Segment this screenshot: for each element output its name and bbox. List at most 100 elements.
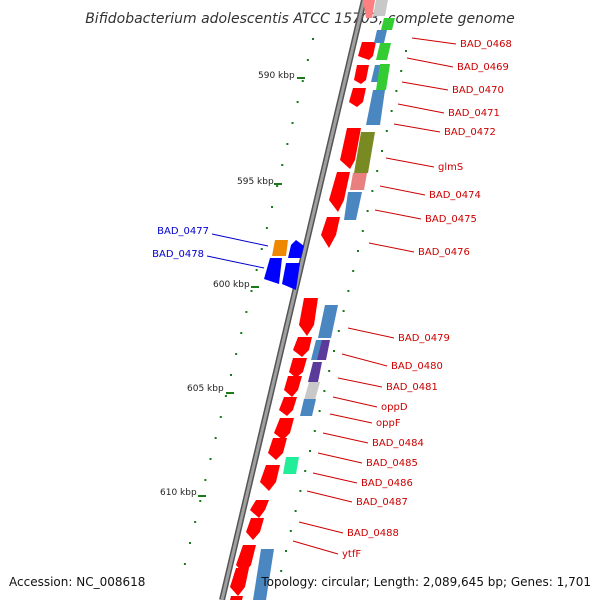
tick-dot xyxy=(291,122,294,124)
tick-dot xyxy=(313,430,316,432)
forward-gene-arrow[interactable] xyxy=(354,65,369,84)
gene-label[interactable]: BAD_0488 xyxy=(347,528,399,539)
leader-line xyxy=(374,209,422,220)
leader-line xyxy=(312,472,358,484)
forward-gene-arrow[interactable] xyxy=(236,545,256,574)
tick-dot xyxy=(304,470,307,472)
gene-label[interactable]: ytfF xyxy=(342,549,361,560)
tick-dot xyxy=(318,410,321,412)
tick-dot xyxy=(299,490,302,492)
gene-label[interactable]: BAD_0480 xyxy=(391,361,443,372)
reverse-gene-arrow[interactable] xyxy=(264,258,282,284)
reverse-gene-arrow[interactable] xyxy=(288,240,304,258)
leader-line xyxy=(211,233,269,247)
forward-gene-arrow[interactable] xyxy=(340,128,361,169)
cog-block[interactable] xyxy=(376,43,391,60)
gene-label[interactable]: BAD_0470 xyxy=(452,85,504,96)
gene-label[interactable]: BAD_0475 xyxy=(425,214,477,225)
gene-label[interactable]: BAD_0478 xyxy=(152,249,204,260)
tick-dot xyxy=(376,170,379,172)
forward-gene-arrow[interactable] xyxy=(230,568,249,596)
forward-gene-arrow[interactable] xyxy=(299,298,318,336)
forward-gene-arrow[interactable] xyxy=(358,42,376,60)
cog-block[interactable] xyxy=(344,192,362,220)
leader-line xyxy=(332,396,378,408)
tick-dot xyxy=(306,59,309,61)
forward-gene-arrow[interactable] xyxy=(329,172,350,212)
forward-gene-arrow[interactable] xyxy=(274,418,294,440)
tick-dot xyxy=(328,370,331,372)
gene-label[interactable]: glmS xyxy=(438,162,463,173)
cog-block[interactable] xyxy=(354,132,375,173)
forward-gene-arrow[interactable] xyxy=(349,88,366,107)
cog-block[interactable] xyxy=(376,64,390,90)
forward-gene-arrow[interactable] xyxy=(321,217,340,248)
forward-gene-arrow[interactable] xyxy=(268,438,287,460)
tick-dot xyxy=(224,395,227,397)
gene-label[interactable]: BAD_0472 xyxy=(444,127,496,138)
cog-block[interactable] xyxy=(381,18,395,30)
cog-block[interactable] xyxy=(300,399,316,416)
cog-block[interactable] xyxy=(283,457,299,474)
gene-label[interactable]: BAD_0476 xyxy=(418,247,470,258)
gene-label[interactable]: BAD_0468 xyxy=(460,39,512,50)
tick-dot xyxy=(286,143,289,145)
tick-dot xyxy=(400,70,403,72)
gene-label[interactable]: BAD_0474 xyxy=(429,190,481,201)
tick-dot xyxy=(250,290,253,292)
tick-dot xyxy=(352,270,355,272)
tick-label: 600 kbp xyxy=(213,280,250,290)
leader-line xyxy=(385,157,435,168)
cog-block[interactable] xyxy=(304,382,320,400)
leader-line xyxy=(411,37,457,45)
forward-gene-arrow[interactable] xyxy=(293,337,312,357)
tick-dot xyxy=(294,510,297,512)
cog-block[interactable] xyxy=(318,305,338,338)
leader-line xyxy=(322,432,369,444)
tick-dot xyxy=(357,250,359,252)
gene-label[interactable]: BAD_0485 xyxy=(366,458,418,469)
cog-block[interactable] xyxy=(374,30,387,43)
gene-label[interactable]: BAD_0469 xyxy=(457,62,509,73)
tick-label: 595 kbp xyxy=(237,177,274,187)
gene-label[interactable]: BAD_0484 xyxy=(372,438,424,449)
topology-text: Topology: circular; Length: 2,089,645 bp… xyxy=(260,575,591,589)
tick-dot xyxy=(385,130,388,132)
cog-block[interactable] xyxy=(373,0,388,16)
reverse-gene-arrow[interactable] xyxy=(272,240,288,256)
cog-block[interactable] xyxy=(253,549,274,600)
forward-gene-arrow[interactable] xyxy=(260,465,280,491)
gene-labels-right: BAD_0468 BAD_0469 BAD_0470 BAD_0471 BAD_… xyxy=(342,39,512,560)
gene-label[interactable]: BAD_0479 xyxy=(398,333,450,344)
forward-gene-arrow[interactable] xyxy=(230,596,243,600)
leader-line xyxy=(306,490,353,503)
forward-gene-arrow[interactable] xyxy=(250,500,269,518)
gene-label[interactable]: oppD xyxy=(381,402,408,413)
gene-label[interactable]: oppF xyxy=(376,418,401,429)
cog-block[interactable] xyxy=(366,90,385,125)
tick-dot xyxy=(312,38,314,40)
cog-block[interactable] xyxy=(308,362,322,382)
cog-block[interactable] xyxy=(311,340,322,360)
leader-line xyxy=(337,377,383,388)
forward-gene-arrow[interactable] xyxy=(289,358,307,378)
gene-label[interactable]: BAD_0487 xyxy=(356,497,408,508)
tick-label: 605 kbp xyxy=(187,384,224,394)
leader-line xyxy=(397,103,445,114)
leader-line xyxy=(393,123,441,133)
tick-label: 610 kbp xyxy=(160,488,197,498)
forward-gene-arrow[interactable] xyxy=(363,0,375,18)
tick-dot xyxy=(280,570,283,572)
forward-gene-arrow[interactable] xyxy=(246,518,264,540)
reverse-gene-arrow[interactable] xyxy=(282,263,300,290)
gene-label[interactable]: BAD_0477 xyxy=(157,226,209,237)
gene-label[interactable]: BAD_0481 xyxy=(386,382,438,393)
leader-line xyxy=(341,353,388,367)
gene-label[interactable]: BAD_0486 xyxy=(361,478,413,489)
forward-gene-arrow[interactable] xyxy=(279,397,297,416)
gene-label[interactable]: BAD_0471 xyxy=(448,108,500,119)
tick-dot xyxy=(337,330,340,332)
forward-gene-arrow[interactable] xyxy=(284,376,302,397)
tick-dot xyxy=(323,390,326,392)
cog-block[interactable] xyxy=(350,173,367,190)
